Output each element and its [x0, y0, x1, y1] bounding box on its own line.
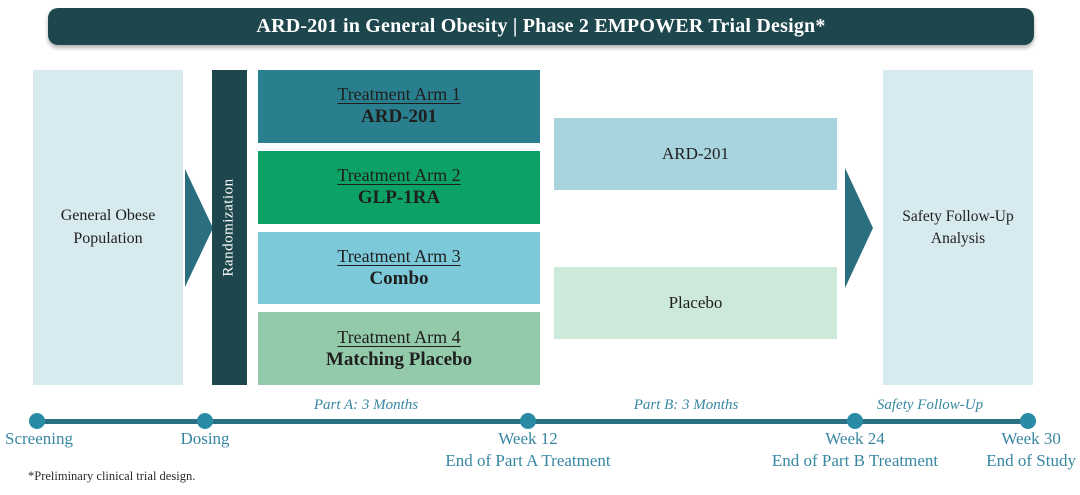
- phase-label-part-a: Part A: 3 Months: [313, 397, 419, 413]
- partb-placebo-label: Placebo: [668, 293, 723, 312]
- timeline-dot: [197, 413, 213, 429]
- milestone-label: Week 12: [498, 429, 558, 448]
- partb-placebo-box: Placebo: [554, 267, 837, 339]
- arm-4-drug: Matching Placebo: [325, 348, 473, 370]
- arm-2-title: Treatment Arm 2: [337, 165, 461, 186]
- timeline-dot: [520, 413, 536, 429]
- arrow-right-icon: [185, 169, 213, 287]
- randomization-bar: Randomization: [212, 70, 247, 385]
- arm-3-title: Treatment Arm 3: [337, 245, 461, 266]
- randomization-label: Randomization: [221, 178, 237, 277]
- arm-4-title: Treatment Arm 4: [337, 326, 461, 347]
- arm-1-drug: ARD-201: [361, 106, 437, 128]
- timeline-dot: [1020, 413, 1036, 429]
- timeline-dot: [29, 413, 45, 429]
- safety-followup-label: Safety Follow-Up Analysis: [902, 207, 1014, 247]
- arm-3-drug: Combo: [369, 267, 429, 289]
- arrow-right-icon: [845, 168, 873, 288]
- milestone-label: Week 24: [825, 429, 885, 448]
- safety-followup-box: Safety Follow-Up Analysis: [883, 70, 1033, 385]
- title-banner: ARD-201 in General Obesity | Phase 2 EMP…: [48, 8, 1034, 45]
- milestone-week-24: Week 24 End of Part B Treatment: [772, 428, 938, 472]
- timeline-dot: [847, 413, 863, 429]
- milestone-label: Week 30: [1001, 429, 1061, 448]
- partb-ard-box: ARD-201: [554, 118, 837, 190]
- treatment-arms: Treatment Arm 1 ARD-201 Treatment Arm 2 …: [258, 70, 540, 385]
- population-label: General Obese Population: [60, 207, 156, 247]
- treatment-arm-1: Treatment Arm 1 ARD-201: [258, 70, 540, 143]
- treatment-arm-3: Treatment Arm 3 Combo: [258, 231, 540, 305]
- milestone-sublabel: End of Study: [986, 451, 1076, 470]
- treatment-arm-4: Treatment Arm 4 Matching Placebo: [258, 312, 540, 385]
- milestone-sublabel: End of Part B Treatment: [771, 451, 939, 470]
- milestone-week-12: Week 12 End of Part A Treatment: [445, 428, 610, 472]
- page-title: ARD-201 in General Obesity | Phase 2 EMP…: [256, 15, 826, 37]
- milestone-week-30: Week 30 End of Study: [986, 428, 1076, 472]
- treatment-arm-2: Treatment Arm 2 GLP-1RA: [258, 150, 540, 224]
- milestone-sublabel: End of Part A Treatment: [445, 451, 611, 470]
- partb-ard-label: ARD-201: [661, 144, 730, 163]
- footnote: *Preliminary clinical trial design.: [28, 469, 196, 483]
- phase-label-safety: Safety Follow-Up: [876, 397, 984, 413]
- milestone-label: Dosing: [180, 429, 230, 448]
- population-box: General Obese Population: [33, 70, 183, 385]
- phase-label-part-b: Part B: 3 Months: [633, 397, 739, 413]
- milestone-screening: Screening: [5, 428, 73, 450]
- milestone-label: Screening: [5, 429, 73, 448]
- arm-1-title: Treatment Arm 1: [337, 84, 461, 105]
- milestone-dosing: Dosing: [180, 428, 229, 450]
- arm-2-drug: GLP-1RA: [357, 187, 441, 209]
